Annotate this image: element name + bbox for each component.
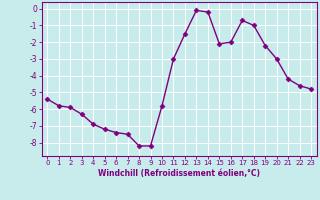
- X-axis label: Windchill (Refroidissement éolien,°C): Windchill (Refroidissement éolien,°C): [98, 169, 260, 178]
